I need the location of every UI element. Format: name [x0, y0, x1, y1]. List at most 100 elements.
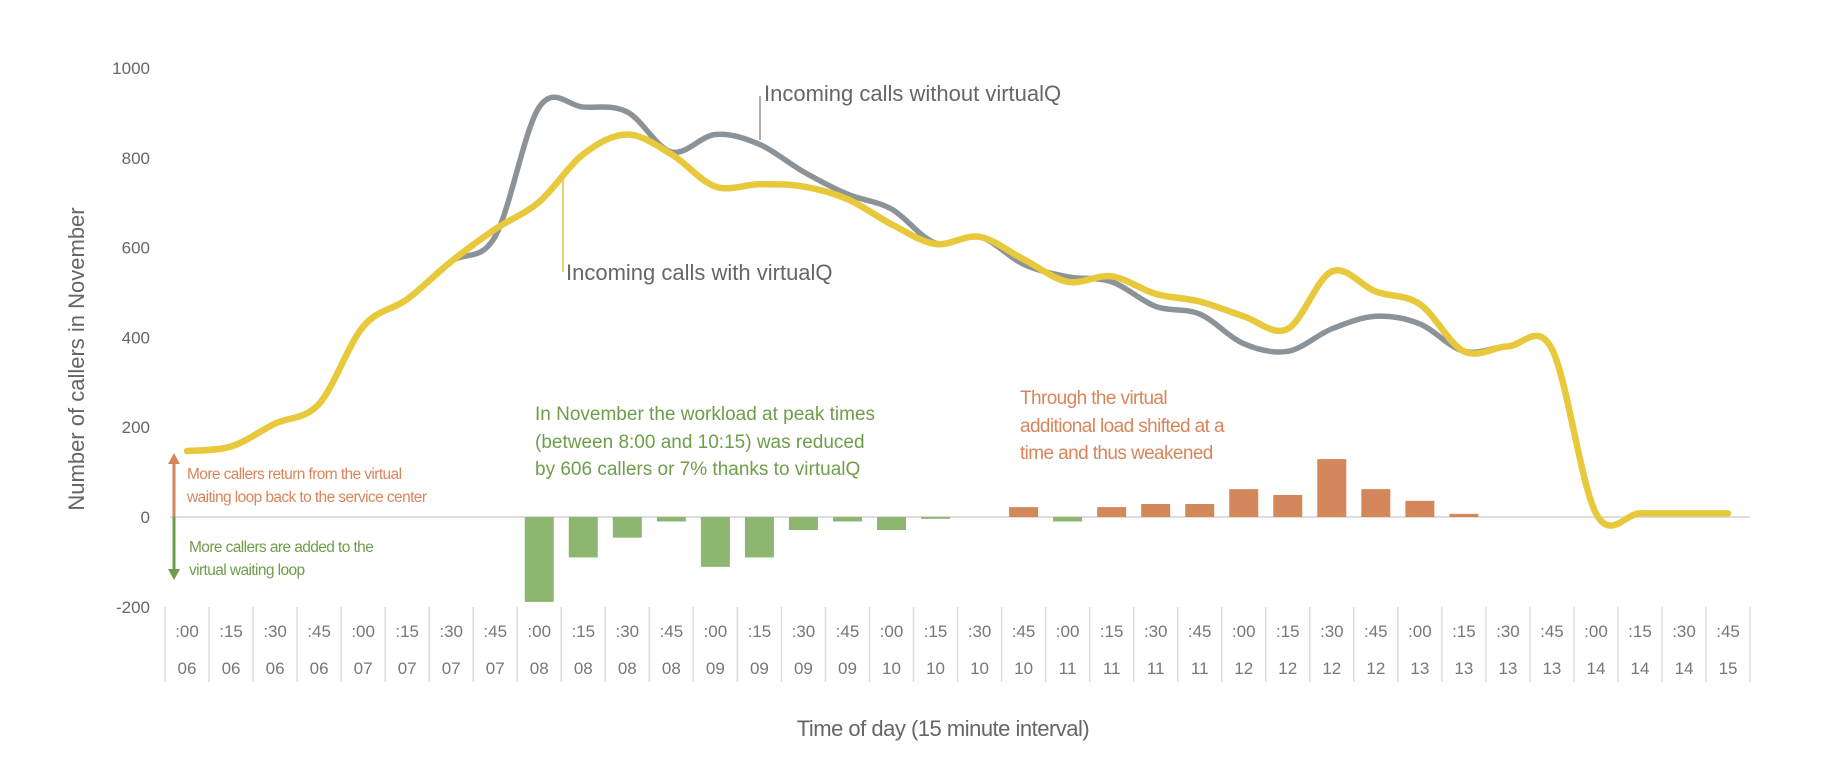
x-tick-minute: :00 [1056, 622, 1080, 641]
line-with-virtualq [183, 131, 1732, 529]
x-tick-minute: :45 [660, 622, 684, 641]
x-tick-hour: 11 [1103, 659, 1121, 678]
x-tick-minute: :15 [1276, 622, 1300, 641]
x-tick-minute: :00 [880, 622, 904, 641]
x-tick-minute: :00 [704, 622, 728, 641]
line-without-virtualq [184, 94, 1731, 529]
x-axis-title: Time of day (15 minute interval) [797, 716, 1090, 741]
orange-note-line: Through the virtual [1020, 388, 1167, 409]
x-tick-hour: 06 [222, 659, 241, 678]
y-axis-title: Number of callers in November [64, 207, 89, 510]
x-tick-hour: 12 [1278, 659, 1297, 678]
x-tick-hour: 07 [486, 659, 505, 678]
x-tick-minute: :45 [1716, 622, 1740, 641]
x-tick-minute: :45 [1012, 622, 1036, 641]
bar [1229, 489, 1259, 517]
bar [1273, 494, 1303, 517]
x-tick-minute: :30 [1496, 622, 1520, 641]
x-tick-hour: 08 [662, 659, 681, 678]
x-tick-hour: 14 [1631, 659, 1650, 678]
lines [183, 94, 1732, 529]
x-tick-minute: :30 [1672, 622, 1696, 641]
x-tick-minute: :00 [527, 622, 551, 641]
y-tick-label: 0 [141, 508, 150, 527]
up-arrow-text: waiting loop back to the service center [186, 489, 427, 506]
x-tick-minute: :45 [1540, 622, 1564, 641]
x-tick-hour: 09 [706, 659, 725, 678]
bar [744, 517, 774, 558]
x-tick-hour: 06 [266, 659, 285, 678]
y-tick-label: 1000 [112, 59, 150, 78]
x-tick-hour: 13 [1498, 659, 1517, 678]
x-tick-hour: 12 [1234, 659, 1253, 678]
x-tick-minute: :30 [792, 622, 816, 641]
y-tick-label: 600 [122, 239, 150, 258]
x-tick-minute: :00 [1408, 622, 1432, 641]
bar [700, 517, 730, 567]
bar [1053, 517, 1083, 522]
x-tick-minute: :45 [483, 622, 507, 641]
x-tick-minute: :00 [351, 622, 375, 641]
x-tick-minute: :15 [219, 622, 243, 641]
x-tick-minute: :30 [439, 622, 463, 641]
bar [656, 517, 686, 522]
x-tick-hour: 11 [1147, 659, 1165, 678]
x-tick-minute: :30 [615, 622, 639, 641]
x-tick-hour: 11 [1059, 659, 1077, 678]
green-note: In November the workload at peak times (… [535, 404, 875, 480]
x-tick-hour: 11 [1191, 659, 1209, 678]
bar [876, 517, 906, 531]
x-tick-hour: 10 [882, 659, 901, 678]
x-tick-minute: :00 [175, 622, 199, 641]
x-tick-hour: 06 [310, 659, 329, 678]
x-tick-hour: 08 [574, 659, 593, 678]
x-tick-minute: :15 [748, 622, 772, 641]
green-note-line: (between 8:00 and 10:15) was reduced [535, 432, 865, 453]
x-tick-hour: 10 [970, 659, 989, 678]
bar [524, 517, 554, 602]
bar [1317, 459, 1347, 517]
x-tick-minute: :15 [1628, 622, 1652, 641]
x-tick-hour: 15 [1719, 659, 1738, 678]
up-arrow-icon [168, 453, 180, 517]
x-tick-minute: :30 [1144, 622, 1168, 641]
x-tick-minute: :30 [263, 622, 287, 641]
x-tick-hour: 09 [838, 659, 857, 678]
bar [612, 517, 642, 538]
x-tick-minute: :45 [1188, 622, 1212, 641]
x-tick-hour: 08 [618, 659, 637, 678]
bar [832, 517, 862, 522]
x-axis-table: :00 06:15 06:30 06:45 06:00 07:15 07:30 07:45 07… [164, 607, 1751, 682]
x-tick-hour: 09 [794, 659, 813, 678]
x-tick-hour: 06 [178, 659, 197, 678]
x-tick-minute: :45 [307, 622, 331, 641]
x-tick-hour: 13 [1454, 659, 1473, 678]
y-tick-label: 200 [122, 418, 150, 437]
x-tick-hour: 13 [1542, 659, 1561, 678]
x-tick-minute: :15 [571, 622, 595, 641]
bar [1009, 507, 1039, 517]
bar [1185, 503, 1215, 517]
y-axis-ticks: 1000 800 600 400 200 0 -200 [112, 59, 150, 617]
x-tick-hour: 10 [1014, 659, 1033, 678]
x-tick-minute: :30 [968, 622, 992, 641]
with-virtualq-label: Incoming calls with virtualQ [566, 260, 833, 285]
x-tick-hour: 07 [354, 659, 373, 678]
x-tick-minute: :45 [836, 622, 860, 641]
x-tick-hour: 10 [926, 659, 945, 678]
down-arrow-text: virtual waiting loop [189, 562, 305, 579]
bar [788, 517, 818, 531]
x-tick-minute: :30 [1320, 622, 1344, 641]
x-tick-minute: :00 [1232, 622, 1256, 641]
orange-note-line: time and thus weakened [1020, 443, 1213, 464]
x-tick-hour: 07 [442, 659, 461, 678]
green-note-line: In November the workload at peak times [535, 404, 875, 425]
bar [921, 517, 951, 519]
orange-note-line: additional load shifted at a [1020, 416, 1225, 437]
x-tick-minute: :15 [395, 622, 419, 641]
down-arrow-text: More callers are added to the [189, 539, 373, 556]
bar [568, 517, 598, 558]
x-tick-hour: 13 [1410, 659, 1429, 678]
x-tick-hour: 14 [1587, 659, 1606, 678]
